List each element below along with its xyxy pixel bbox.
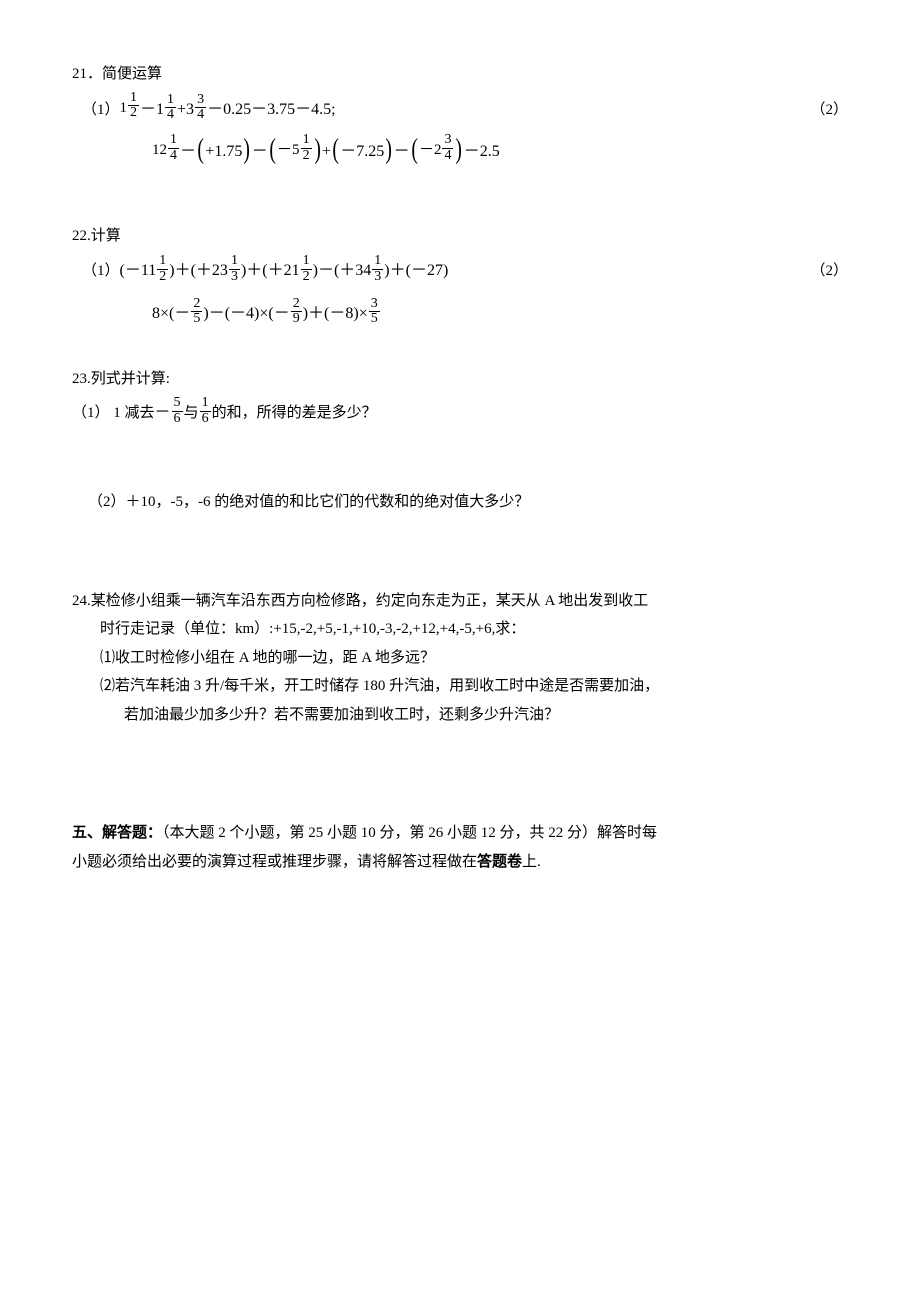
sub2-tag: （2） (810, 257, 848, 286)
sub-label: （1） (72, 405, 110, 421)
problem-24-q1: ⑴收工时检修小组在 A 地的哪一边，距 A 地多远？ (100, 644, 848, 673)
problem-23-sub1: （1） 1 减去－56与16的和，所得的差是多少？ (72, 398, 848, 429)
problem-21: 21． 简便运算 （1） 112－114+334－0.25－3.75－4.5; … (72, 60, 848, 168)
problem-24-q2a: ⑵若汽车耗油 3 升/每千米，开工时储存 180 升汽油，用到收工时中途是否需要… (100, 672, 848, 701)
problem-24-title: 某检修小组乘一辆汽车沿东西方向检修路，约定向东走为正，某天从 A 地出发到收工 (91, 587, 649, 616)
problem-23: 23. 列式并计算: （1） 1 减去－56与16的和，所得的差是多少？ （2）… (72, 365, 848, 517)
problem-24-header: 24. 某检修小组乘一辆汽车沿东西方向检修路，约定向东走为正，某天从 A 地出发… (72, 587, 848, 616)
problem-23-header: 23. 列式并计算: (72, 365, 848, 394)
sub-label: （1） (82, 257, 120, 286)
problem-24-number: 24. (72, 587, 91, 616)
sub-label: （1） (82, 96, 120, 125)
expr: 112－114+334－0.25－3.75－4.5; (120, 95, 336, 126)
problem-22: 22. 计算 （1） (－1112)＋(＋2313)＋(＋2112)－(＋341… (72, 222, 848, 330)
problem-24-line2: 时行走记录（单位：km）:+15,-2,+5,-1,+10,-3,-2,+12,… (100, 615, 848, 644)
section-5-title: 五、解答题： (72, 825, 162, 841)
problem-21-title: 简便运算 (102, 60, 162, 89)
expr: (－1112)＋(＋2313)＋(＋2112)－(＋3413)＋(－27) (120, 256, 449, 287)
problem-21-line2: 1214－(+1.75)－(－512)+(－7.25)－(－234)－2.5 (152, 137, 848, 168)
problem-23-title: 列式并计算: (91, 365, 170, 394)
problem-21-sub1: （1） 112－114+334－0.25－3.75－4.5; （2） (82, 95, 848, 126)
problem-22-line2: 8×(－25)－(－4)×(－29)＋(－8)×35 (152, 299, 848, 330)
problem-22-sub1: （1） (－1112)＋(＋2313)＋(＋2112)－(＋3413)＋(－27… (82, 256, 848, 287)
sub2-tag: （2） (810, 96, 848, 125)
problem-23-sub2: （2）＋10，-5，-6 的绝对值的和比它们的代数和的绝对值大多少？ (88, 488, 848, 517)
problem-24: 24. 某检修小组乘一辆汽车沿东西方向检修路，约定向东走为正，某天从 A 地出发… (72, 587, 848, 730)
problem-22-number: 22. (72, 222, 91, 251)
problem-21-header: 21． 简便运算 (72, 60, 848, 89)
problem-24-q2b: 若加油最少加多少升？若不需要加油到收工时，还剩多少升汽油？ (124, 701, 848, 730)
problem-22-header: 22. 计算 (72, 222, 848, 251)
problem-23-number: 23. (72, 365, 91, 394)
problem-21-number: 21． (72, 60, 102, 89)
section-5: 五、解答题：（本大题 2 个小题，第 25 小题 10 分，第 26 小题 12… (72, 819, 848, 876)
section-5-line2: 小题必须给出必要的演算过程或推理步骤，请将解答过程做在答题卷上. (72, 848, 848, 877)
section-5-line1: 五、解答题：（本大题 2 个小题，第 25 小题 10 分，第 26 小题 12… (72, 819, 848, 848)
problem-22-title: 计算 (91, 222, 121, 251)
sub-label: （2） (88, 494, 126, 510)
